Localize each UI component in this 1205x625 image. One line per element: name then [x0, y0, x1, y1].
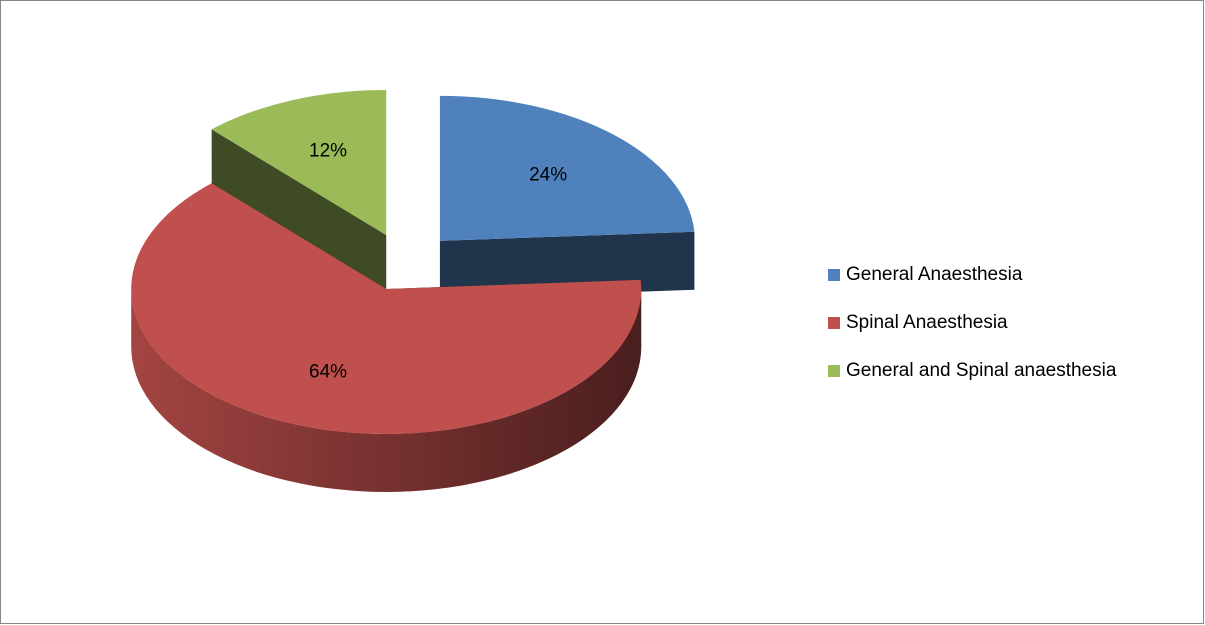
legend-label: General Anaesthesia [846, 264, 1023, 285]
slice [211, 90, 387, 236]
slice-side [211, 129, 387, 294]
legend-swatch [828, 365, 840, 377]
legend-swatch [828, 317, 840, 329]
data-label: 12% [309, 140, 347, 161]
legend: General Anaesthesia Spinal Anaesthesia Gen… [828, 264, 1117, 381]
data-label: 24% [529, 164, 567, 185]
legend-label: Spinal Anaesthesia [846, 312, 1008, 333]
legend-swatch [828, 269, 840, 281]
slice [439, 95, 695, 241]
slice [131, 183, 642, 434]
pie: 12% 24% 64% [131, 90, 695, 492]
slice-wall-shade [131, 288, 642, 492]
legend-label: General and Spinal anaesthesia [846, 360, 1117, 381]
data-label: 64% [309, 362, 347, 383]
